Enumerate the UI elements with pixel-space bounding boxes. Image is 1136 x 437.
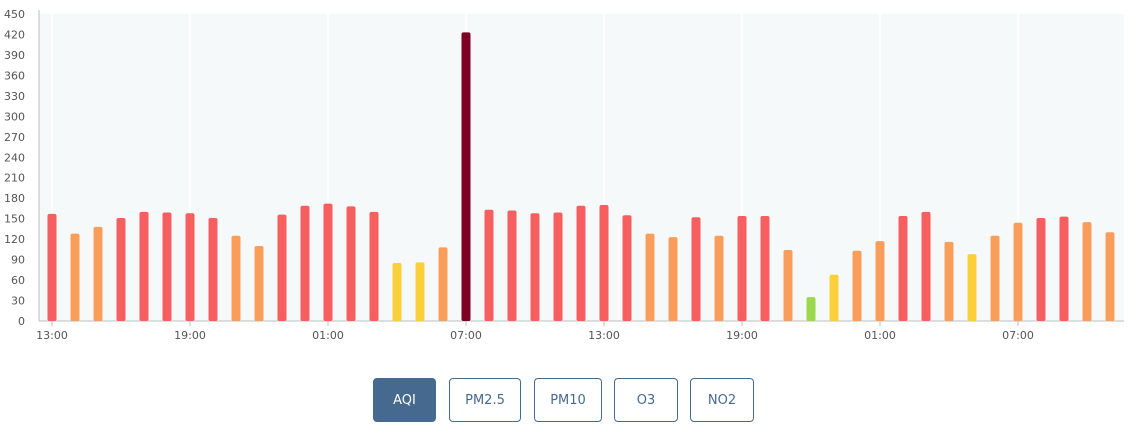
bar xyxy=(277,214,287,321)
y-tick-label: 270 xyxy=(4,131,25,144)
y-tick-label: 450 xyxy=(4,8,25,21)
bar xyxy=(93,226,103,321)
y-tick-label: 240 xyxy=(4,151,25,164)
bar xyxy=(116,217,126,321)
tab-pm25[interactable]: PM2.5 xyxy=(449,378,521,422)
y-tick-label: 30 xyxy=(11,295,25,308)
bar xyxy=(691,217,701,321)
bar xyxy=(47,213,57,321)
bar xyxy=(323,203,333,321)
bar xyxy=(185,213,195,321)
bar xyxy=(346,206,356,321)
bar xyxy=(599,205,609,321)
x-tick-label: 19:00 xyxy=(726,329,758,342)
bar xyxy=(783,250,793,321)
bar xyxy=(415,262,425,321)
x-tick-label: 13:00 xyxy=(588,329,620,342)
x-tick-label: 07:00 xyxy=(1002,329,1034,342)
x-tick-label: 01:00 xyxy=(864,329,896,342)
y-tick-label: 60 xyxy=(11,274,25,287)
bar xyxy=(760,215,770,321)
tab-o3[interactable]: O3 xyxy=(614,378,678,422)
y-tick-label: 150 xyxy=(4,213,25,226)
bar xyxy=(461,32,471,322)
bar xyxy=(162,212,172,321)
y-tick-label: 90 xyxy=(11,254,25,267)
bar xyxy=(1082,222,1092,321)
bar xyxy=(254,245,264,321)
bar xyxy=(576,205,586,321)
y-tick-label: 330 xyxy=(4,90,25,103)
bar xyxy=(990,235,1000,321)
bar xyxy=(553,212,563,321)
x-tick-label: 19:00 xyxy=(174,329,206,342)
bar xyxy=(1036,217,1046,321)
bar xyxy=(1013,222,1023,321)
bar xyxy=(139,211,149,321)
tab-aqi[interactable]: AQI xyxy=(373,378,436,422)
y-tick-label: 420 xyxy=(4,28,25,41)
bar xyxy=(967,254,977,321)
y-tick-label: 180 xyxy=(4,192,25,205)
bar xyxy=(530,213,540,321)
bar xyxy=(737,215,747,321)
tab-pm10[interactable]: PM10 xyxy=(534,378,602,422)
bar xyxy=(852,250,862,321)
bar xyxy=(70,233,80,321)
x-tick-label: 01:00 xyxy=(312,329,344,342)
bar xyxy=(438,247,448,321)
y-tick-label: 0 xyxy=(18,315,25,328)
bar xyxy=(369,211,379,321)
bar xyxy=(898,215,908,321)
bar xyxy=(921,211,931,321)
bar xyxy=(806,297,816,321)
y-tick-label: 360 xyxy=(4,69,25,82)
x-tick-label: 07:00 xyxy=(450,329,482,342)
bar xyxy=(507,210,517,321)
bar xyxy=(622,215,632,321)
bar xyxy=(875,241,885,321)
tab-no2[interactable]: NO2 xyxy=(690,378,754,422)
bar xyxy=(392,263,402,321)
x-tick-label: 13:00 xyxy=(36,329,68,342)
bar xyxy=(231,235,241,321)
y-tick-label: 210 xyxy=(4,172,25,185)
bar xyxy=(668,237,678,321)
bar xyxy=(1105,232,1115,321)
bar xyxy=(208,217,218,321)
bar xyxy=(484,209,494,321)
bar xyxy=(645,233,655,321)
bar xyxy=(1059,216,1069,321)
bar xyxy=(714,235,724,321)
bar xyxy=(829,274,839,321)
y-tick-label: 120 xyxy=(4,233,25,246)
bar xyxy=(944,241,954,321)
y-tick-label: 390 xyxy=(4,49,25,62)
bar xyxy=(300,205,310,321)
y-tick-label: 300 xyxy=(4,110,25,123)
aqi-bar-chart: 0 30 60 90 120 150 180 210 240 270 300 330 360 390 420… xyxy=(4,8,1124,342)
